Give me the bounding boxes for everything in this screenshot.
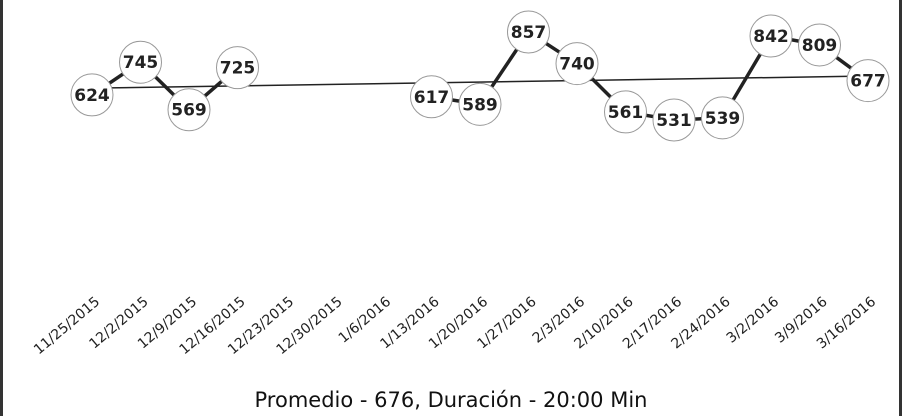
data-label-bubble: [604, 90, 647, 134]
trend-line: [91, 75, 869, 89]
data-label: 624: [74, 86, 110, 106]
data-label: 617: [414, 88, 450, 108]
data-label: 561: [608, 103, 644, 123]
data-label-bubble: [458, 82, 502, 126]
data-label-bubble: [555, 42, 599, 86]
data-label-bubble: [70, 73, 114, 117]
data-label-bubble: [749, 14, 793, 58]
data-label: 809: [802, 36, 838, 56]
data-label: 589: [462, 95, 498, 115]
data-label: 569: [171, 101, 207, 121]
data-label: 539: [705, 109, 741, 129]
data-label-bubble: [410, 75, 453, 119]
chart-title: Promedio - 676, Duración - 20:00 Min: [255, 388, 648, 412]
data-label-bubble: [798, 23, 841, 67]
data-label: 745: [123, 53, 159, 73]
data-label-bubble: [507, 10, 550, 54]
data-label: 857: [511, 23, 547, 43]
data-label: 531: [656, 111, 692, 131]
data-label: 725: [220, 59, 256, 79]
data-label-bubble: [846, 59, 890, 103]
data-label: 740: [559, 55, 595, 75]
series-line: [431, 29, 870, 122]
data-label-bubble: [216, 46, 259, 90]
series-line: [91, 59, 239, 113]
data-label-bubble: [119, 40, 162, 84]
data-label-bubble: [167, 88, 211, 132]
data-label-bubble: [652, 98, 696, 142]
data-label-bubble: [701, 96, 744, 140]
data-label: 677: [850, 72, 886, 92]
data-label: 842: [753, 27, 789, 47]
